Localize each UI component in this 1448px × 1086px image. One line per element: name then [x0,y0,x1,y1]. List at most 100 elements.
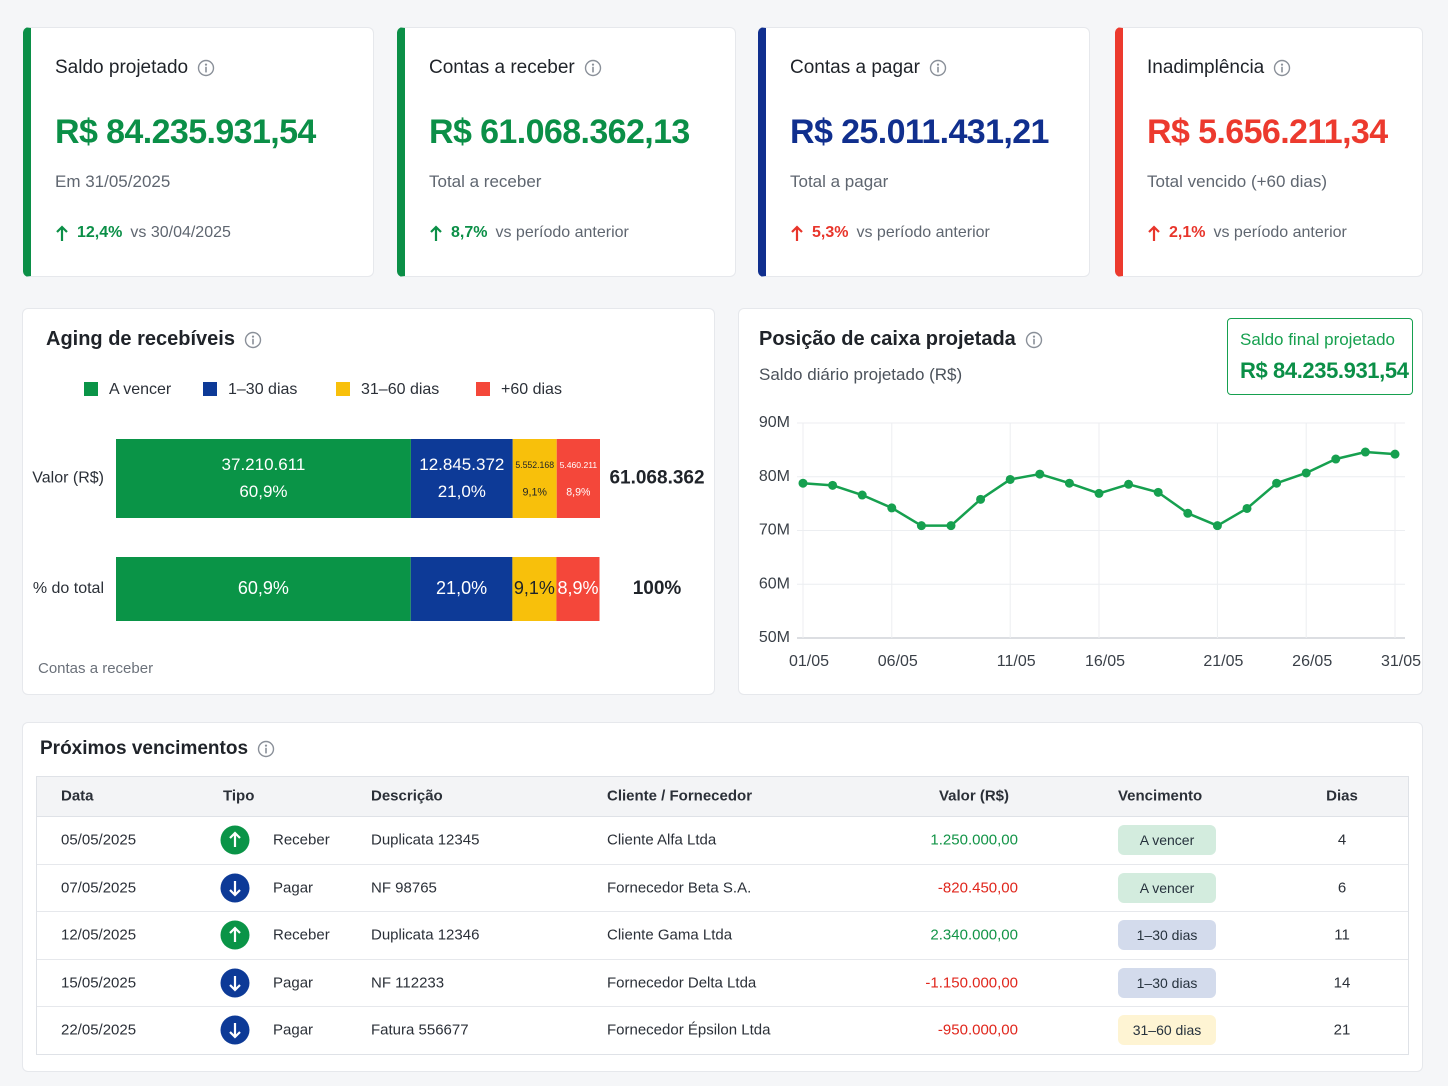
cell: -1.150.000,00 [925,974,1018,991]
cell: 11 [1334,926,1350,944]
cell: Pagar [273,974,314,991]
x-tick-label: 11/05 [997,653,1036,670]
legend-label: +60 dias [501,381,562,398]
info-icon-bar [252,338,254,344]
cell: 12/05/2025 [61,926,137,944]
cell: Duplicata 12345 [371,831,480,849]
info-icon-ring [1025,331,1042,348]
kpi-title: Contas a pagar [790,57,920,78]
type-icon-arrow [229,975,241,992]
cell: Cliente Alfa Ltda [607,831,717,849]
cell: Fornecedor Delta Ltda [607,974,757,991]
annotation-value: R$ 84.235.931,54 [1240,358,1409,383]
chart-subtitle: Saldo diário projetado (R$) [759,365,963,384]
info-icon-bar [1032,338,1035,344]
category-label: % do total [33,580,104,597]
line-point [1242,503,1252,513]
cell: 2.340.000,00 [930,926,1018,944]
chart-title: Posição de caixa projetada [759,328,1016,350]
column-header: Valor (R$) [938,787,1010,805]
kpi-change: 5,3% [812,224,849,241]
chart-title-row: Posição de caixa projetada [759,328,1043,351]
trend-arrow [1148,225,1160,241]
trend-arrow [791,225,803,241]
info-icon-dot [591,63,594,66]
table-title-row: Próximos vencimentos [40,738,275,760]
segment-share: 60,9% [239,482,287,501]
info-icon-ring [257,740,275,758]
x-tick-label: 26/05 [1292,653,1332,670]
cell: Pagar [273,879,314,896]
type-icon-arrow [229,1023,241,1039]
segment-value: 5.460.211 [560,460,598,470]
line-point [976,494,986,504]
column-header: Tipo [223,787,255,805]
row-separator [37,1006,1408,1007]
info-icon [244,331,262,348]
y-tick-label: 50M [759,629,790,646]
kpi-value: R$ 61.068.362,13 [429,113,690,151]
row-separator [37,863,1408,865]
segment-value: 5.552.168 [515,460,554,470]
kpi-card: Inadimplência R$ 5.656.211,34 Total vencid… [1115,27,1423,277]
segment-value: 12.845.372 [419,455,504,474]
line-point [1301,468,1311,478]
line-point [887,503,897,513]
line-point [916,521,926,531]
line-point [1005,474,1015,484]
type-icon-arrow [229,880,241,897]
type-icon [220,1015,250,1045]
cell: Fatura 556677 [371,1021,469,1039]
legend-swatch [203,382,217,396]
footnote: Contas a receber [38,660,153,677]
kpi-change: 12,4% [77,224,123,241]
kpi-title: Saldo projetado [55,57,189,78]
bar-segment [410,557,513,621]
annotation-label: Saldo final projetado [1240,330,1396,349]
line-point [1390,449,1400,459]
info-icon-bar [591,66,594,73]
bar-segment [512,557,557,621]
kpi-title-row: Contas a pagar [790,57,947,79]
info-icon-ring [584,59,601,77]
type-icon [220,873,250,902]
segment-share: 21,0% [436,578,487,598]
bar-segment [556,439,600,518]
x-tick-label: 21/05 [1203,653,1243,670]
column-header: Vencimento [1118,787,1203,805]
cell: Cliente Gama Ltda [607,926,733,944]
info-icon-bar [937,66,939,73]
kpi-card: Contas a pagar R$ 25.011.431,21 Total a pa… [758,27,1090,277]
info-icon-bar [265,747,267,754]
kpi-change-row: 5,3% vs período anterior [790,224,990,242]
line-point [1035,469,1045,479]
x-tick-label: 16/05 [1085,653,1125,670]
cell: 07/05/2025 [61,879,137,896]
x-tick-label: 01/05 [789,653,829,670]
bar-segment [116,557,411,621]
cell: Receber [273,926,330,944]
column-header: Cliente / Fornecedor [607,787,753,805]
kpi-change: 2,1% [1169,224,1206,241]
line-point [1360,447,1370,457]
kpi-comparison: vs período anterior [495,224,629,241]
line-point [1094,488,1104,498]
trend-arrow [430,225,442,241]
cell: 14 [1333,974,1351,991]
kpi-title-row: Saldo projetado [55,57,215,79]
trend-arrow-path [430,225,442,241]
segment-share: 8,9% [566,486,591,498]
status-badge: A vencer [1118,872,1216,903]
info-icon [929,59,947,77]
chart-title: Aging de recebíveis [46,328,235,350]
cell: 6 [1337,879,1347,896]
cell: Fornecedor Épsilon Ltda [607,1021,771,1039]
kpi-card: Contas a receber R$ 61.068.362,13 Total a … [397,27,736,277]
info-icon-ring [244,331,262,348]
line-point [1064,478,1074,488]
segment-share: 9,1% [523,486,548,498]
y-tick-label: 60M [759,575,790,592]
status-badge: 1–30 dias [1118,967,1216,998]
